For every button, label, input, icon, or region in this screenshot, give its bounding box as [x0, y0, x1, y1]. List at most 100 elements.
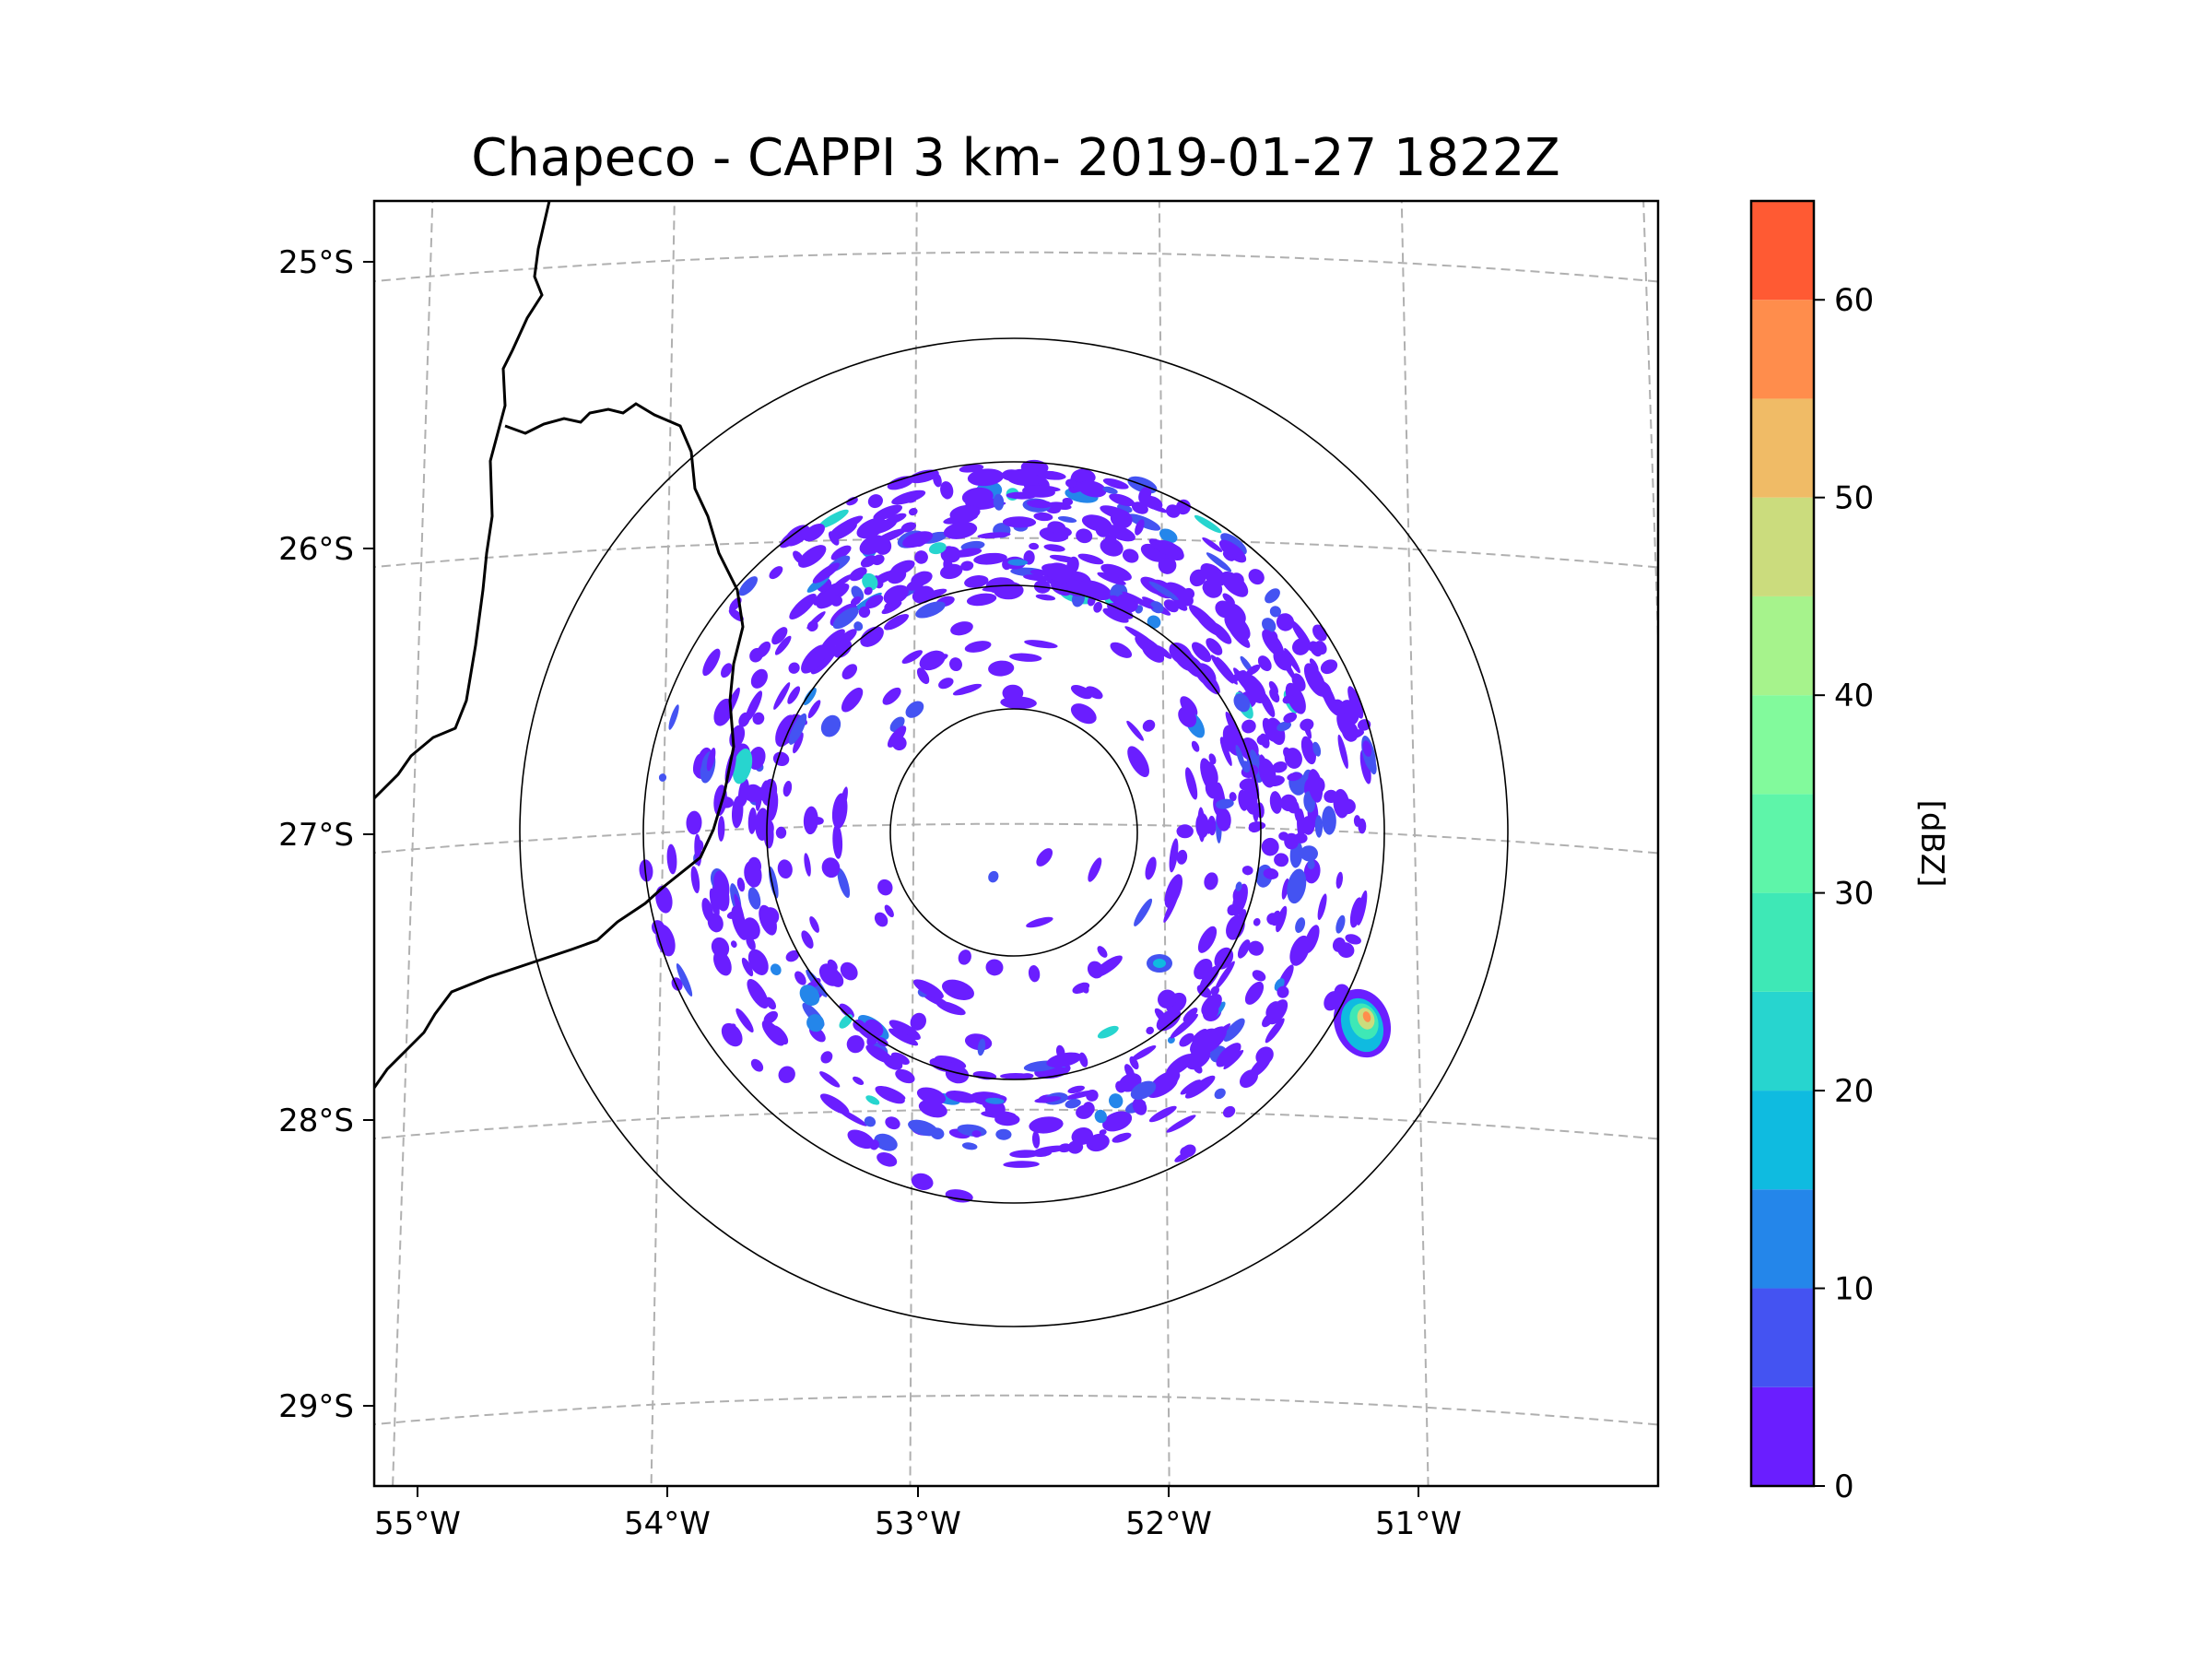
echo-speck — [1320, 659, 1338, 675]
echo-speck — [747, 807, 758, 834]
colorbar — [1749, 199, 1816, 1488]
range-ring — [519, 337, 1509, 1327]
echo-speck — [707, 913, 724, 933]
echo-speck — [731, 796, 744, 829]
echo-speck — [1272, 761, 1288, 773]
echo-speck — [1166, 1054, 1194, 1077]
echo-speck — [749, 647, 764, 663]
x-tick-label: 52°W — [1125, 1505, 1212, 1542]
parallel-line — [161, 0, 1916, 24]
echo-speck — [1100, 563, 1132, 582]
echo-speck — [1169, 838, 1179, 873]
echo-speck — [1077, 553, 1104, 565]
echo-speck — [806, 620, 818, 632]
echo-speck — [762, 907, 780, 926]
echo-speck — [1262, 618, 1277, 633]
state-borders — [374, 201, 745, 1089]
colorbar-segment — [1751, 398, 1814, 498]
echo-speck — [812, 562, 841, 584]
y-tick-label: 26°S — [278, 531, 354, 568]
echo-speck — [1349, 897, 1363, 928]
echo-speck — [1182, 1008, 1198, 1022]
colorbar-label: [dBZ] — [1913, 800, 1950, 888]
echo-speck — [1102, 478, 1129, 489]
echo-speck — [985, 1097, 1005, 1104]
colorbar-tick-label: 30 — [1834, 876, 1874, 913]
colorbar-tick-label: 0 — [1834, 1468, 1854, 1505]
echo-speck — [1314, 815, 1324, 838]
echo-speck — [1163, 890, 1180, 923]
echo-speck — [832, 639, 853, 658]
echo-speck — [956, 510, 976, 524]
echo-speck — [1235, 745, 1245, 769]
echo-speck — [912, 585, 935, 604]
colorbar-tick-label: 20 — [1834, 1073, 1874, 1110]
echo-speck — [1312, 624, 1327, 642]
meridian-line — [392, 201, 434, 1486]
echo-speck — [809, 977, 821, 988]
echo-speck — [770, 963, 782, 975]
colorbar-segment — [1751, 892, 1814, 992]
echo-speck — [860, 626, 884, 647]
echo-speck — [1337, 734, 1348, 769]
echo-speck — [984, 1100, 1006, 1118]
range-ring — [642, 461, 1385, 1204]
echo-speck — [1253, 917, 1261, 926]
echo-speck — [1265, 588, 1280, 604]
x-tick-label: 54°W — [624, 1505, 711, 1542]
echo-speck — [904, 491, 918, 503]
echo-speck — [1292, 692, 1302, 708]
echo-speck — [1194, 958, 1213, 980]
echo-cell — [1153, 959, 1166, 968]
y-tick-label: 28°S — [278, 1103, 354, 1139]
parallel-line — [374, 1108, 1658, 1140]
echo-speck — [722, 1023, 736, 1035]
meridian-line — [650, 201, 676, 1486]
echo-speck — [961, 1142, 978, 1150]
echo-speck — [967, 468, 1005, 487]
echo-speck — [830, 545, 852, 560]
echo-speck — [1250, 749, 1259, 765]
echo-speck — [750, 668, 768, 689]
echo-speck — [862, 572, 878, 591]
echo-speck — [1148, 1105, 1177, 1123]
echo-speck — [1110, 642, 1133, 658]
echo-speck — [887, 725, 907, 748]
echo-speck — [1214, 947, 1234, 970]
echo-speck — [1142, 719, 1156, 732]
echo-speck — [1178, 706, 1197, 728]
echo-speck — [1072, 982, 1090, 995]
echo-speck — [787, 686, 801, 704]
echo-speck — [1009, 653, 1042, 662]
echo-speck — [807, 700, 821, 719]
echo-speck — [1020, 459, 1049, 476]
echo-speck — [1070, 684, 1093, 700]
echo-speck — [801, 644, 828, 674]
echo-speck — [883, 584, 909, 605]
echo-speck — [668, 704, 679, 730]
echo-speck — [865, 1095, 880, 1105]
colorbar-segment — [1751, 1288, 1814, 1387]
x-axis: 55°W 54°W 53°W 52°W 51°W — [374, 1486, 1462, 1542]
echo-speck — [1238, 789, 1249, 811]
echo-speck — [1362, 740, 1372, 757]
echo-speck — [1154, 1008, 1168, 1023]
echo-speck — [745, 690, 763, 723]
echo-speck — [908, 469, 939, 484]
echo-speck — [940, 481, 954, 500]
echo-speck — [985, 959, 1004, 976]
echo-speck — [746, 935, 756, 950]
echo-speck — [1233, 693, 1251, 713]
echo-speck — [820, 629, 845, 653]
echo-speck — [1277, 985, 1289, 998]
echo-speck — [1335, 871, 1343, 890]
echo-speck — [1022, 485, 1055, 498]
echo-speck — [887, 567, 907, 584]
map-frame — [372, 199, 1660, 1488]
echo-speck — [804, 853, 811, 877]
echo-speck — [1057, 515, 1077, 524]
echo-speck — [1109, 493, 1135, 507]
echo-speck — [793, 732, 804, 754]
echo-speck — [1223, 1018, 1245, 1042]
